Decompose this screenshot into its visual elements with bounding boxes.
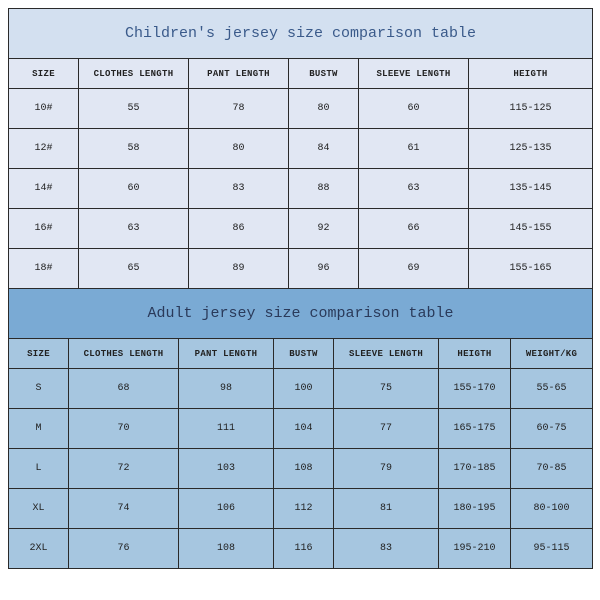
- children-cell: 63: [359, 169, 469, 209]
- adult-cell: XL: [9, 489, 69, 529]
- children-table-title: Children's jersey size comparison table: [9, 9, 593, 59]
- children-cell: 65: [79, 249, 189, 289]
- children-cell: 66: [359, 209, 469, 249]
- adult-cell: 75: [334, 369, 439, 409]
- adult-col-3: BUSTW: [274, 339, 334, 369]
- adult-cell: 77: [334, 409, 439, 449]
- children-col-2: PANT LENGTH: [189, 59, 289, 89]
- adult-header-row: SIZECLOTHES LENGTHPANT LENGTHBUSTWSLEEVE…: [9, 339, 593, 369]
- adult-cell: 76: [69, 529, 179, 569]
- adult-table-title: Adult jersey size comparison table: [9, 289, 593, 339]
- adult-cell: 72: [69, 449, 179, 489]
- children-cell: 60: [79, 169, 189, 209]
- table-row: S689810075155-17055-65: [9, 369, 593, 409]
- children-cell: 63: [79, 209, 189, 249]
- adult-cell: 60-75: [511, 409, 593, 449]
- adult-cell: 104: [274, 409, 334, 449]
- children-cell: 78: [189, 89, 289, 129]
- adult-cell: 195-210: [439, 529, 511, 569]
- children-cell: 12#: [9, 129, 79, 169]
- table-row: L7210310879170-18570-85: [9, 449, 593, 489]
- children-cell: 10#: [9, 89, 79, 129]
- adult-cell: 70-85: [511, 449, 593, 489]
- children-col-4: SLEEVE LENGTH: [359, 59, 469, 89]
- children-header-row: SIZECLOTHES LENGTHPANT LENGTHBUSTWSLEEVE…: [9, 59, 593, 89]
- children-cell: 80: [189, 129, 289, 169]
- adult-cell: 2XL: [9, 529, 69, 569]
- adult-cell: 74: [69, 489, 179, 529]
- adult-cell: 108: [179, 529, 274, 569]
- children-cell: 16#: [9, 209, 79, 249]
- adult-col-1: CLOTHES LENGTH: [69, 339, 179, 369]
- children-cell: 55: [79, 89, 189, 129]
- adult-cell: 108: [274, 449, 334, 489]
- adult-cell: 180-195: [439, 489, 511, 529]
- adult-col-6: WEIGHT/KG: [511, 339, 593, 369]
- page-container: Children's jersey size comparison table …: [0, 0, 600, 577]
- adult-cell: 100: [274, 369, 334, 409]
- adult-cell: 81: [334, 489, 439, 529]
- adult-col-0: SIZE: [9, 339, 69, 369]
- adult-cell: 55-65: [511, 369, 593, 409]
- adult-cell: 103: [179, 449, 274, 489]
- children-cell: 83: [189, 169, 289, 209]
- children-col-1: CLOTHES LENGTH: [79, 59, 189, 89]
- adult-cell: 111: [179, 409, 274, 449]
- children-cell: 115-125: [469, 89, 593, 129]
- children-cell: 92: [289, 209, 359, 249]
- adult-col-4: SLEEVE LENGTH: [334, 339, 439, 369]
- adult-cell: 80-100: [511, 489, 593, 529]
- children-cell: 135-145: [469, 169, 593, 209]
- adult-cell: 170-185: [439, 449, 511, 489]
- adult-cell: 70: [69, 409, 179, 449]
- adult-cell: 116: [274, 529, 334, 569]
- children-col-5: HEIGTH: [469, 59, 593, 89]
- adult-cell: S: [9, 369, 69, 409]
- adult-col-5: HEIGTH: [439, 339, 511, 369]
- children-cell: 145-155: [469, 209, 593, 249]
- children-cell: 61: [359, 129, 469, 169]
- adult-cell: 79: [334, 449, 439, 489]
- children-cell: 89: [189, 249, 289, 289]
- adult-title-row: Adult jersey size comparison table: [9, 289, 593, 339]
- table-row: XL7410611281180-19580-100: [9, 489, 593, 529]
- adult-cell: 98: [179, 369, 274, 409]
- children-cell: 88: [289, 169, 359, 209]
- table-row: 10#55788060115-125: [9, 89, 593, 129]
- adult-size-table: Adult jersey size comparison table SIZEC…: [8, 288, 593, 569]
- table-row: 14#60838863135-145: [9, 169, 593, 209]
- adult-cell: L: [9, 449, 69, 489]
- adult-cell: 83: [334, 529, 439, 569]
- children-cell: 155-165: [469, 249, 593, 289]
- adult-cell: 106: [179, 489, 274, 529]
- children-cell: 86: [189, 209, 289, 249]
- children-cell: 84: [289, 129, 359, 169]
- table-row: 2XL7610811683195-21095-115: [9, 529, 593, 569]
- children-cell: 125-135: [469, 129, 593, 169]
- adult-cell: 165-175: [439, 409, 511, 449]
- children-cell: 14#: [9, 169, 79, 209]
- adult-cell: 68: [69, 369, 179, 409]
- children-size-table: Children's jersey size comparison table …: [8, 8, 593, 289]
- children-cell: 60: [359, 89, 469, 129]
- adult-cell: 155-170: [439, 369, 511, 409]
- table-row: 12#58808461125-135: [9, 129, 593, 169]
- table-row: M7011110477165-17560-75: [9, 409, 593, 449]
- children-title-row: Children's jersey size comparison table: [9, 9, 593, 59]
- children-cell: 80: [289, 89, 359, 129]
- children-col-3: BUSTW: [289, 59, 359, 89]
- adult-cell: 95-115: [511, 529, 593, 569]
- children-cell: 69: [359, 249, 469, 289]
- children-cell: 18#: [9, 249, 79, 289]
- children-cell: 96: [289, 249, 359, 289]
- adult-col-2: PANT LENGTH: [179, 339, 274, 369]
- adult-cell: M: [9, 409, 69, 449]
- children-cell: 58: [79, 129, 189, 169]
- table-row: 18#65899669155-165: [9, 249, 593, 289]
- children-col-0: SIZE: [9, 59, 79, 89]
- adult-cell: 112: [274, 489, 334, 529]
- table-row: 16#63869266145-155: [9, 209, 593, 249]
